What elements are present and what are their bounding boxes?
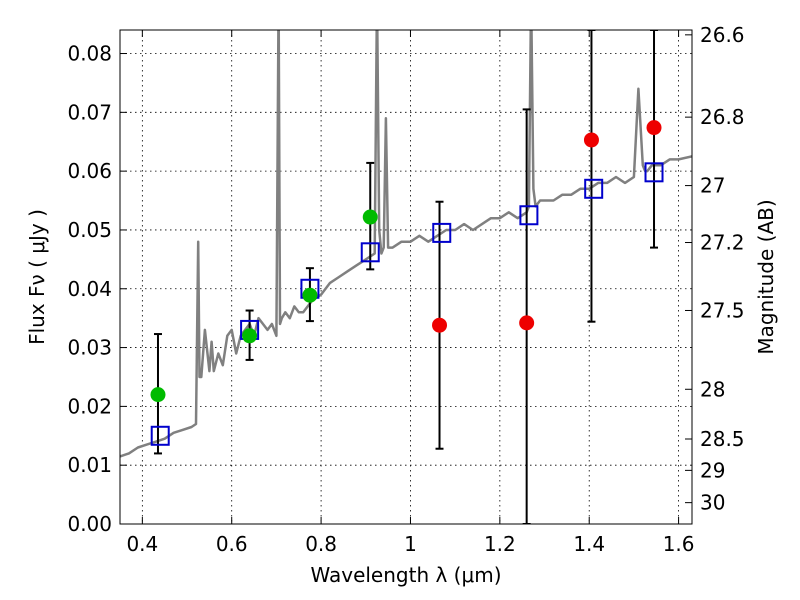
- x-tick-label: 0.6: [216, 532, 248, 556]
- model-square-point: [519, 205, 539, 226]
- y-axis-label: Flux Fν ( μJy ): [25, 209, 49, 345]
- y-tick-label: 0.03: [67, 336, 112, 360]
- spectrum-line: [120, 30, 692, 458]
- y-tick-label: 0.07: [67, 100, 112, 124]
- x-tick-label: 1.4: [573, 532, 605, 556]
- mag-tick-label: 26.8: [700, 105, 745, 129]
- x-tick-label: 1: [404, 532, 417, 556]
- mag-tick-label: 28: [700, 377, 725, 401]
- y-tick-label: 0.08: [67, 42, 112, 66]
- x-tick-label: 1.6: [663, 532, 695, 556]
- mag-tick-label: 27: [700, 174, 725, 198]
- green-data-point: [242, 328, 258, 344]
- x-tick-label: 0.4: [126, 532, 158, 556]
- grid-layer: [120, 30, 692, 525]
- mag-tick-label: 30: [700, 491, 725, 515]
- green-data-point: [150, 387, 166, 403]
- y-tick-label: 0.06: [67, 159, 112, 183]
- red-data-point: [583, 132, 599, 148]
- y-tick-label: 0.02: [67, 394, 112, 418]
- model-square-point: [432, 222, 452, 243]
- mag-tick-label: 27.2: [700, 231, 745, 255]
- y-tick-label: 0.04: [67, 277, 112, 301]
- plot-frame: [119, 29, 693, 525]
- y-tick-label: 0.00: [67, 512, 112, 536]
- data-layer: [120, 30, 692, 524]
- model-square-point: [644, 162, 664, 183]
- red-data-point: [646, 120, 662, 136]
- model-square-point: [360, 242, 380, 263]
- x-axis-label: Wavelength λ (μm): [310, 563, 501, 587]
- x-tick-label: 1.2: [484, 532, 516, 556]
- green-data-point: [362, 209, 378, 225]
- model-square-point: [150, 425, 170, 446]
- red-data-point: [432, 317, 448, 333]
- red-data-point: [519, 315, 535, 331]
- mag-tick-label: 29: [700, 458, 725, 482]
- y-tick-label: 0.05: [67, 218, 112, 242]
- x-tick-label: 0.8: [305, 532, 337, 556]
- mag-tick-label: 27.5: [700, 298, 745, 322]
- tick-layer: 0.4 0.6 0.8 1 1.2 1.4 1.6 0.00 0.01 0.02 0.03 0.04 0…: [67, 23, 744, 556]
- model-square-point: [584, 178, 604, 199]
- green-data-point: [302, 287, 318, 303]
- y-tick-label: 0.01: [67, 453, 112, 477]
- y2-axis-label: Magnitude (AB): [754, 199, 778, 354]
- mag-tick-label: 28.5: [700, 427, 745, 451]
- mag-tick-label: 26.6: [700, 23, 745, 47]
